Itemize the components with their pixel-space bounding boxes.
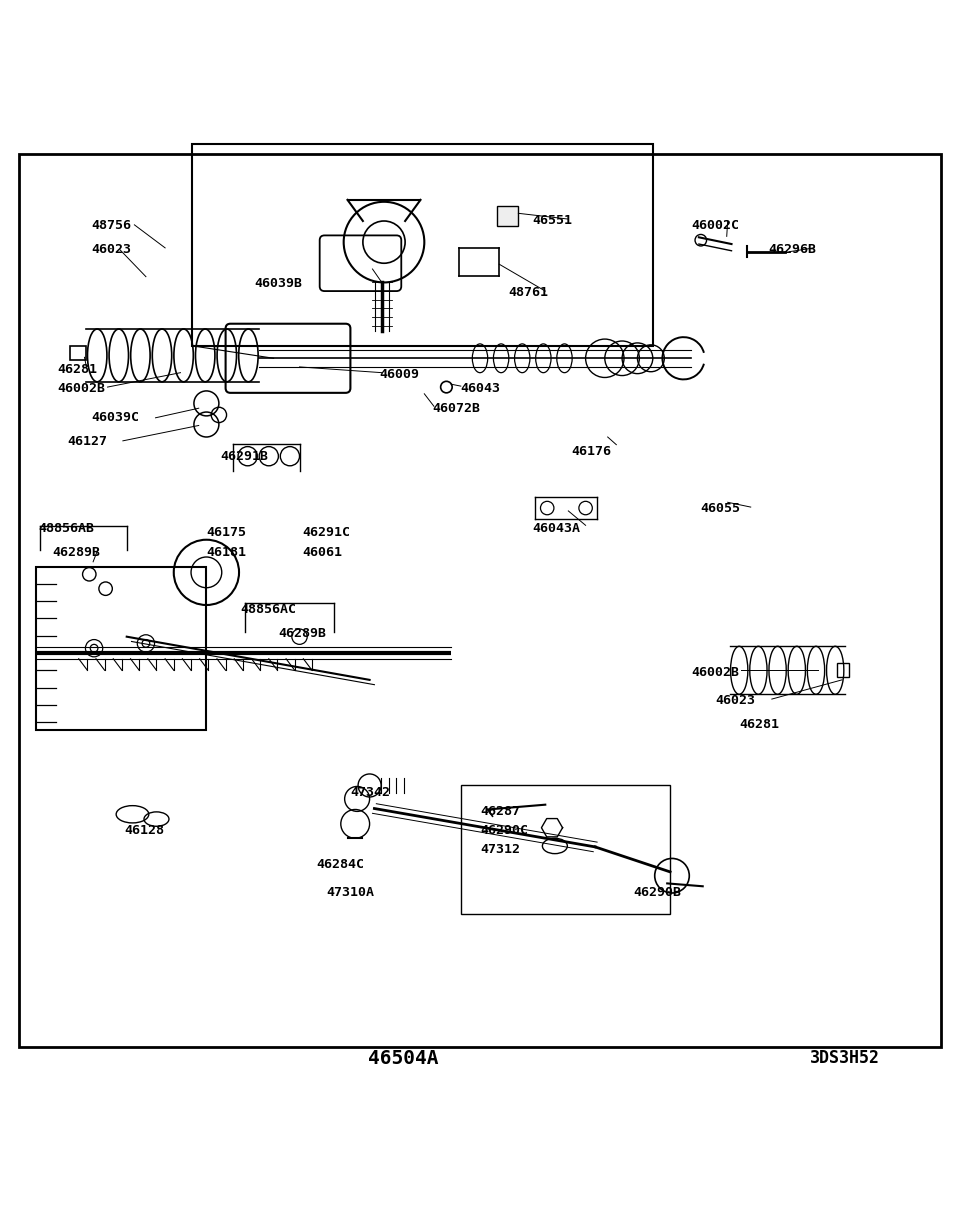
Text: 46281: 46281 xyxy=(58,363,98,376)
Text: 47310A: 47310A xyxy=(326,887,374,899)
Text: 46176: 46176 xyxy=(571,445,612,457)
Text: 46023: 46023 xyxy=(715,695,756,708)
Text: 46289B: 46289B xyxy=(278,627,326,640)
Text: 46072B: 46072B xyxy=(432,402,480,415)
Text: 46281: 46281 xyxy=(739,719,780,732)
Text: 46291C: 46291C xyxy=(302,526,350,540)
Text: 46287: 46287 xyxy=(480,805,520,818)
Text: 48856AB: 48856AB xyxy=(38,522,94,535)
Text: 48756: 48756 xyxy=(91,219,132,232)
Text: 48856AC: 48856AC xyxy=(240,604,296,616)
Bar xyxy=(36,566,206,730)
Text: 48761: 48761 xyxy=(509,287,549,300)
Text: 46504A: 46504A xyxy=(368,1049,439,1067)
Text: 46009: 46009 xyxy=(379,368,420,381)
Text: 46289B: 46289B xyxy=(53,546,101,559)
Text: 46002B: 46002B xyxy=(691,666,739,679)
Text: 46002B: 46002B xyxy=(58,382,106,396)
Text: 3DS3H52: 3DS3H52 xyxy=(810,1049,879,1067)
Text: 46043: 46043 xyxy=(461,382,501,396)
Bar xyxy=(461,785,670,914)
Text: 46290B: 46290B xyxy=(634,887,682,899)
Text: 46023: 46023 xyxy=(91,243,132,257)
Text: 46128: 46128 xyxy=(125,824,165,837)
Text: 46039C: 46039C xyxy=(91,411,139,425)
Text: 46551: 46551 xyxy=(533,214,573,227)
Text: 46039B: 46039B xyxy=(254,277,302,290)
Text: 46291B: 46291B xyxy=(221,450,269,462)
Bar xyxy=(497,206,518,226)
Text: 46296B: 46296B xyxy=(768,243,816,257)
Bar xyxy=(837,663,849,678)
Text: 46043A: 46043A xyxy=(533,522,581,535)
Text: 46055: 46055 xyxy=(701,502,741,515)
Bar xyxy=(70,346,86,361)
Text: 46181: 46181 xyxy=(206,546,247,559)
Text: 46175: 46175 xyxy=(206,526,247,540)
Text: 47312: 47312 xyxy=(480,843,520,857)
Text: 46290C: 46290C xyxy=(480,824,528,837)
Text: 46284C: 46284C xyxy=(317,858,365,871)
Bar xyxy=(192,144,653,346)
Text: 46127: 46127 xyxy=(67,436,108,448)
Text: 46061: 46061 xyxy=(302,546,343,559)
Text: 47342: 47342 xyxy=(350,785,391,799)
Text: 46002C: 46002C xyxy=(691,219,739,232)
